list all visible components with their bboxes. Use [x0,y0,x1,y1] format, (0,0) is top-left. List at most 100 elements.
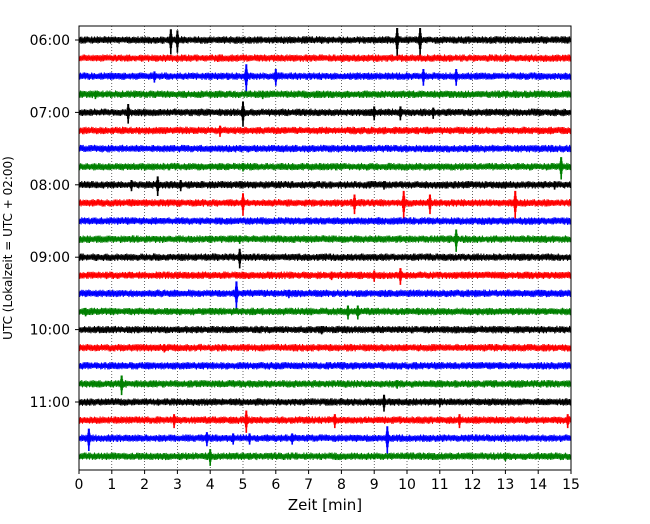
trace-06:45 [78,90,572,100]
trace-event [502,452,509,462]
trace-event [394,27,400,57]
trace-event [453,68,459,86]
trace-line [78,235,572,243]
trace-layer [78,27,572,466]
trace-event [371,270,377,282]
trace-event [151,71,158,83]
plot-frame [78,25,572,471]
trace-07:00 [78,101,572,127]
x-tick-label: 14 [529,477,547,493]
trace-06:15 [78,54,572,62]
trace-11:00 [78,394,572,412]
trace-event [289,433,295,445]
trace-line [78,126,572,135]
trace-07:15 [78,125,572,137]
trace-line [78,108,572,117]
trace-10:00 [78,325,572,335]
trace-line [78,162,572,171]
trace-event [243,64,250,93]
trace-event [394,380,400,389]
trace-line [78,343,572,352]
trace-event [259,90,266,100]
trace-10:45 [78,375,572,396]
trace-11:15 [78,410,572,433]
trace-line [78,54,572,62]
trace-event [207,449,213,466]
trace-event [168,29,174,55]
trace-event [286,289,292,299]
trace-event [430,107,436,119]
grid-layer [111,26,539,470]
trace-event [230,433,236,445]
trace-line [78,361,572,370]
trace-event [558,157,564,180]
x-axis-label: Zeit [min] [288,496,362,514]
trace-06:30 [78,64,572,93]
x-tick-label: 12 [464,477,482,493]
x-tick-label: 4 [206,477,215,493]
trace-event [171,414,177,429]
x-tick-label: 3 [173,477,182,493]
trace-09:00 [78,248,572,269]
trace-event [453,229,459,252]
trace-07:30 [78,144,572,153]
x-tick-label: 10 [398,477,416,493]
trace-line [78,217,572,225]
x-tick-label: 9 [370,477,379,493]
trace-event [318,325,325,335]
trace-line [78,434,572,443]
trace-line [78,325,572,334]
trace-08:45 [78,229,572,252]
trace-event [118,375,125,396]
trace-event [397,268,404,285]
y-tick-label: 08:00 [30,178,70,194]
trace-line [78,416,572,424]
trace-line [78,36,572,44]
y-tick-label: 10:00 [30,323,70,339]
trace-event [236,235,243,244]
x-tick-label: 2 [140,477,149,493]
x-tick-label: 8 [337,477,346,493]
x-tick-label: 11 [431,477,449,493]
x-tick-label: 0 [75,477,84,493]
trace-event [273,68,279,86]
trace-10:15 [78,343,572,353]
trace-event [427,194,433,215]
trace-09:45 [78,305,572,320]
trace-event [243,410,250,433]
trace-event [355,305,361,320]
trace-event [154,176,161,197]
y-tick-label: 09:00 [30,250,70,266]
trace-event [551,181,558,190]
trace-line [78,72,572,81]
trace-line [78,253,572,262]
trace-line [78,90,572,99]
trace-event [420,68,427,86]
trace-event [204,432,210,447]
trace-08:15 [78,190,572,219]
trace-event [381,181,387,190]
trace-event [351,194,358,215]
trace-line [78,289,572,298]
x-tick-label: 6 [271,477,280,493]
trace-event [86,428,92,452]
trace-event [82,307,89,317]
trace-10:30 [78,361,572,370]
trace-event [332,414,338,429]
x-tick-label: 15 [562,477,580,493]
trace-08:30 [78,217,572,225]
y-axis-label: UTC (Lokalzeit = UTC + 02:00) [1,156,15,340]
trace-event [381,394,387,412]
trace-line [78,144,572,153]
trace-event [240,163,246,172]
trace-event [564,414,571,429]
trace-event [161,344,168,353]
trace-event [233,281,240,310]
trace-event [345,305,351,320]
x-axis-ticks: 0 1 2 3 4 5 6 7 8 9 10 11 12 13 14 15 [75,470,580,493]
trace-event [217,125,223,137]
trace-event [417,27,423,57]
trace-line [78,452,572,461]
